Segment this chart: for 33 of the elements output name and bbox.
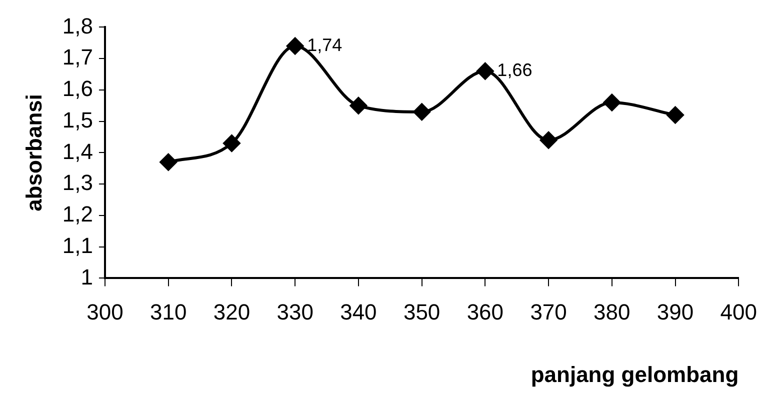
x-tick-label: 370 [530,299,567,324]
y-tick-label: 1 [80,264,93,290]
y-tick-label: 1,2 [62,202,93,227]
annotation: 1,74 [307,34,342,55]
point [476,62,494,80]
x-tick-label: 400 [720,299,758,324]
x-tick-label: 340 [340,299,377,324]
x-tick-label: 360 [466,299,504,324]
point [666,106,684,124]
point [286,38,304,55]
point [223,134,240,152]
x-tick-label: 320 [213,299,250,324]
y-axis-title: absorbansi [21,94,46,212]
x-tick-label: 390 [656,299,694,324]
point [160,154,177,171]
y-tick-label: 1,5 [62,107,93,132]
y-tick-label: 1,1 [62,232,93,258]
x-axis-title: panjang gelombang [530,362,739,387]
annotation: 1,66 [497,60,532,80]
point [603,94,620,111]
y-tick-label: 1,8 [62,13,93,38]
x-tick-label: 300 [86,299,124,324]
x-tick-label: 350 [403,299,440,324]
y-tick-label: 1,6 [62,76,93,102]
x-tick-label: 310 [150,299,187,324]
point [350,97,367,114]
y-tick-label: 1,4 [62,138,93,164]
x-tick-label: 330 [276,299,314,324]
x-tick-label: 380 [594,299,630,324]
y-tick-label: 1,7 [62,44,93,70]
point [413,103,430,120]
point [540,132,558,149]
y-tick-label: 1,3 [62,170,93,196]
